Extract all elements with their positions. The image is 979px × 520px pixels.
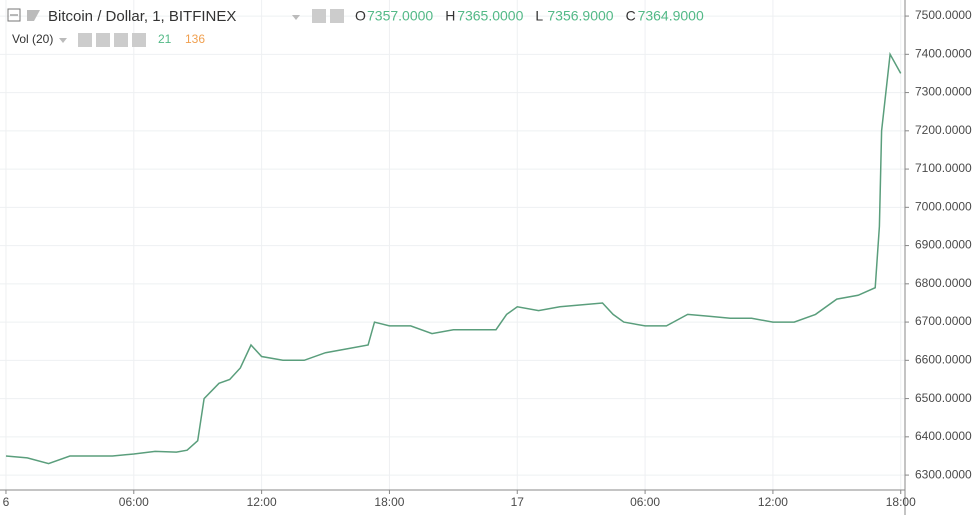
y-tick-label: 6400.0000 xyxy=(915,429,972,443)
y-tick-label: 6800.0000 xyxy=(915,276,972,290)
settings-button[interactable] xyxy=(96,33,110,47)
volume-average: 136 xyxy=(185,32,205,46)
x-tick-label: 18:00 xyxy=(374,495,404,509)
symbol-icon xyxy=(27,10,40,21)
ohlc-value: 7364.9000 xyxy=(638,8,704,24)
ohlc-value: 7365.0000 xyxy=(457,8,523,24)
x-tick-label: 06:00 xyxy=(630,495,660,509)
volume-title: Vol (20) xyxy=(12,32,53,46)
settings-button[interactable] xyxy=(330,9,344,23)
add-button[interactable] xyxy=(114,33,128,47)
y-tick-label: 6600.0000 xyxy=(915,352,972,366)
x-tick-label: 6 xyxy=(3,495,10,509)
x-tick-label: 12:00 xyxy=(247,495,277,509)
ohlc-label: H xyxy=(445,8,455,24)
y-tick-label: 7000.0000 xyxy=(915,199,972,213)
dropdown-arrow[interactable] xyxy=(292,15,300,20)
plot xyxy=(5,51,902,465)
x-tick-label: 06:00 xyxy=(119,495,149,509)
y-tick-label: 7300.0000 xyxy=(915,85,972,99)
x-tick-label: 12:00 xyxy=(758,495,788,509)
ohlc-label: O xyxy=(355,8,366,24)
volume-value: 21 xyxy=(158,32,172,46)
y-tick-label: 6900.0000 xyxy=(915,238,972,252)
price-line xyxy=(5,51,902,465)
chart-title: Bitcoin / Dollar, 1, BITFINEX xyxy=(48,8,236,25)
x-tick-label: 17 xyxy=(511,495,525,509)
y-tick-label: 7400.0000 xyxy=(915,46,972,60)
y-tick-label: 6700.0000 xyxy=(915,314,972,328)
ohlc-value: 7356.9000 xyxy=(547,8,613,24)
remove-button[interactable] xyxy=(132,33,146,47)
eye-button[interactable] xyxy=(78,33,92,47)
y-tick-label: 6300.0000 xyxy=(915,467,972,481)
ohlc-label: C xyxy=(626,8,636,24)
y-tick-label: 6500.0000 xyxy=(915,391,972,405)
x-tick-label: 18:00 xyxy=(886,495,916,509)
grid xyxy=(0,0,905,490)
y-tick-label: 7500.0000 xyxy=(915,8,972,22)
collapse-icon[interactable] xyxy=(7,8,21,22)
eye-button[interactable] xyxy=(312,9,326,23)
y-tick-label: 7200.0000 xyxy=(915,123,972,137)
ohlc-label: L xyxy=(535,8,543,24)
y-tick-label: 7100.0000 xyxy=(915,161,972,175)
ohlc-value: 7357.0000 xyxy=(367,8,433,24)
dropdown-arrow[interactable] xyxy=(59,38,67,43)
